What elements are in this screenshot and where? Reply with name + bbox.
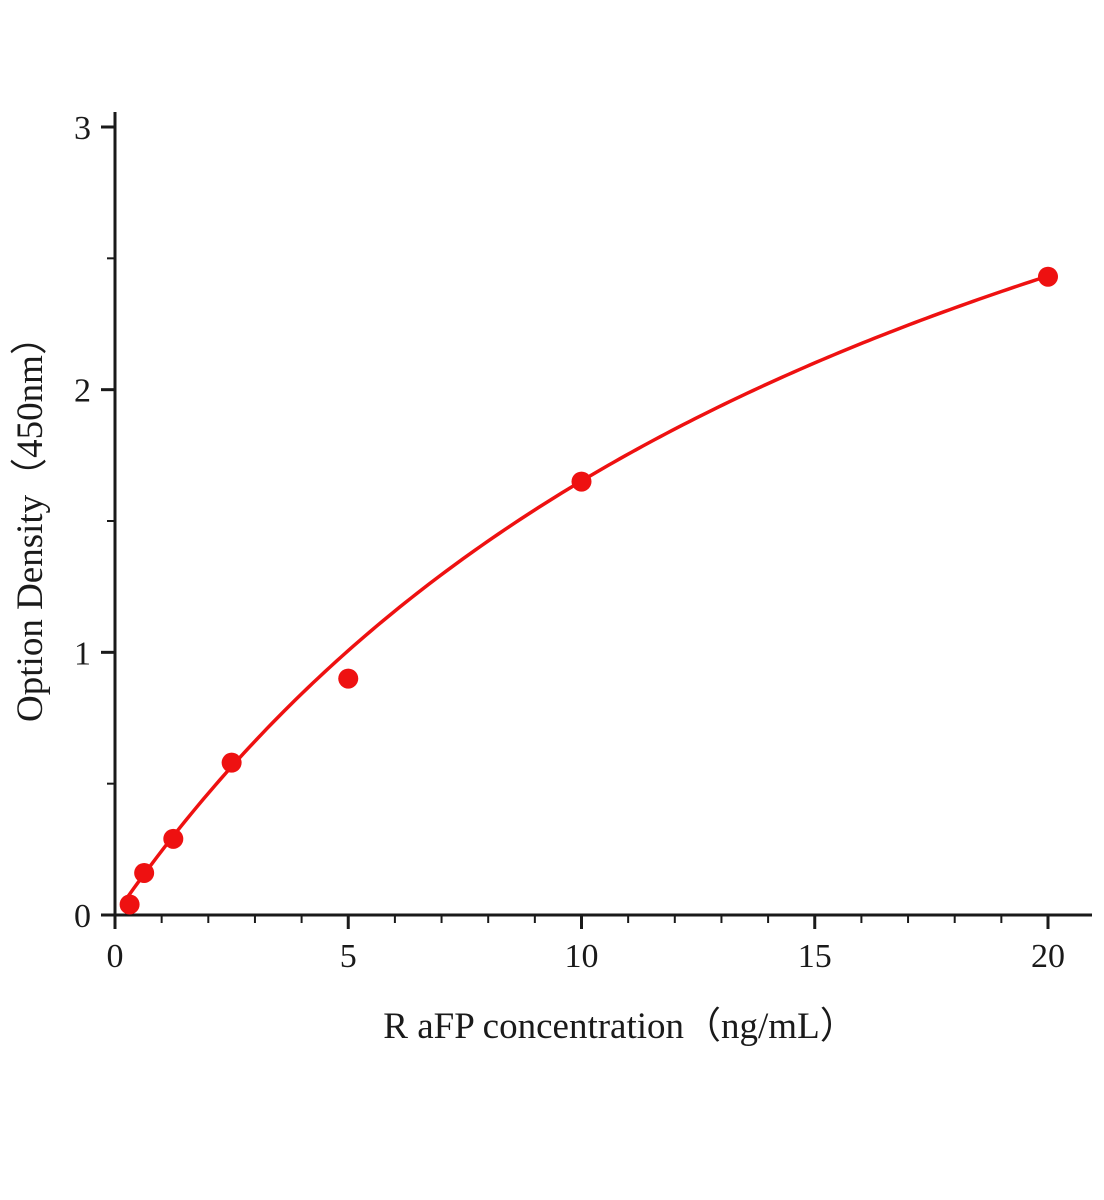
fitted-curve (120, 274, 1050, 907)
y-tick-label: 0 (74, 898, 91, 935)
y-axis-title: Option Density（450nm） (10, 318, 51, 722)
data-point (221, 752, 242, 773)
y-tick-label: 2 (74, 373, 91, 410)
data-point (163, 828, 184, 849)
data-points (119, 266, 1058, 915)
y-tick-label: 1 (74, 635, 91, 672)
x-tick-label: 20 (1031, 938, 1065, 975)
y-axis-tick-labels: 0 1 2 3 (74, 110, 91, 935)
x-tick-label: 0 (107, 938, 124, 975)
data-point (119, 894, 140, 915)
x-tick-label: 15 (798, 938, 832, 975)
fit-curve-path (120, 274, 1050, 907)
y-axis-minor-ticks (107, 257, 115, 785)
data-point (571, 471, 592, 492)
x-axis-title: R aFP concentration（ng/mL） (383, 1006, 856, 1047)
data-point (338, 668, 359, 689)
x-tick-label: 10 (565, 938, 599, 975)
y-tick-label: 3 (74, 110, 91, 147)
x-axis-major-ticks (113, 915, 1050, 929)
y-axis-major-ticks (101, 125, 115, 917)
x-axis-tick-labels: 0 5 10 15 20 (107, 938, 1066, 975)
x-tick-label: 5 (340, 938, 357, 975)
x-axis-minor-ticks (160, 915, 1003, 923)
data-point (1038, 266, 1058, 287)
data-point (134, 862, 155, 883)
